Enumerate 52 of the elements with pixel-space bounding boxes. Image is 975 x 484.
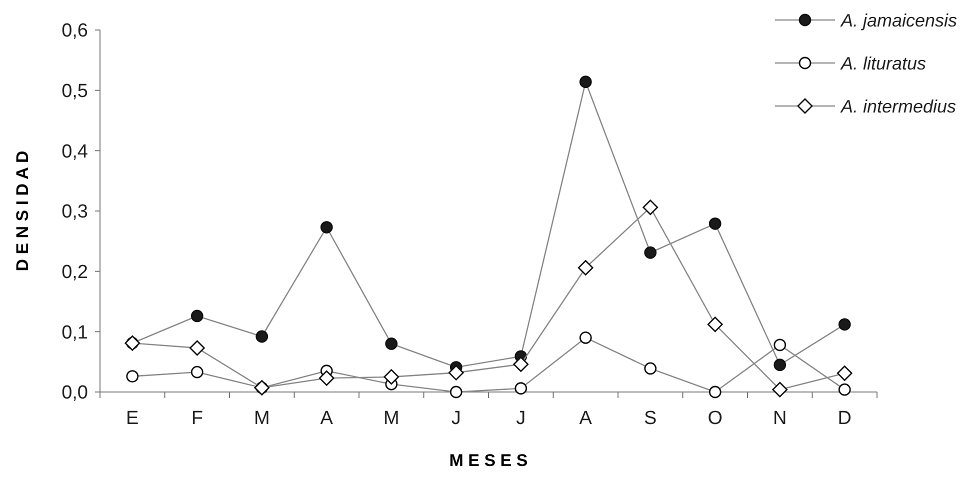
point — [256, 330, 268, 343]
point — [190, 366, 204, 378]
point — [772, 382, 788, 398]
point — [708, 386, 722, 398]
point — [579, 76, 592, 88]
point — [384, 369, 400, 385]
x-tick-label: N — [773, 408, 787, 429]
x-tick-label: J — [451, 408, 461, 429]
legend-label: A. jamaicensis — [840, 10, 958, 30]
x-tick-label: S — [644, 408, 657, 429]
point — [707, 316, 723, 332]
point — [774, 338, 786, 352]
point — [320, 221, 333, 234]
point — [642, 200, 658, 216]
point — [579, 332, 592, 344]
y-tick-label: 0,2 — [62, 262, 88, 283]
legend-label: A. lituratus — [840, 53, 926, 74]
point — [838, 318, 851, 331]
x-tick-label: M — [383, 408, 400, 429]
y-tick-label: 0,6 — [62, 20, 88, 42]
point — [774, 358, 786, 372]
x-tick-label: D — [838, 408, 852, 429]
y-tick-label: 0,0 — [62, 382, 88, 404]
legend-label: A. intermedius — [840, 96, 956, 116]
point — [448, 364, 464, 380]
y-tick-label: 0,3 — [62, 202, 88, 223]
y-axis-title: D E N S I D A D — [13, 150, 32, 272]
point — [644, 246, 657, 259]
x-tick-label: E — [126, 408, 139, 429]
point — [708, 217, 722, 230]
x-tick-label: A — [579, 408, 592, 429]
point — [450, 386, 462, 398]
x-tick-label: M — [254, 408, 270, 429]
point — [189, 340, 205, 356]
point — [318, 370, 334, 386]
point — [385, 338, 398, 350]
x-axis-title: M E S E S — [449, 451, 528, 470]
point — [126, 370, 139, 383]
point — [514, 382, 528, 395]
x-tick-label: O — [708, 408, 723, 429]
point — [836, 366, 852, 381]
x-tick-label: J — [516, 408, 526, 429]
x-tick-label: A — [320, 408, 334, 429]
point — [578, 260, 594, 276]
point — [513, 356, 529, 372]
point — [838, 383, 851, 396]
y-tick-label: 0,4 — [62, 141, 88, 162]
y-tick-label: 0,5 — [62, 80, 88, 102]
point — [644, 362, 657, 375]
x-tick-label: F — [191, 408, 203, 429]
y-tick-label: 0,1 — [62, 322, 88, 344]
point — [190, 310, 204, 322]
